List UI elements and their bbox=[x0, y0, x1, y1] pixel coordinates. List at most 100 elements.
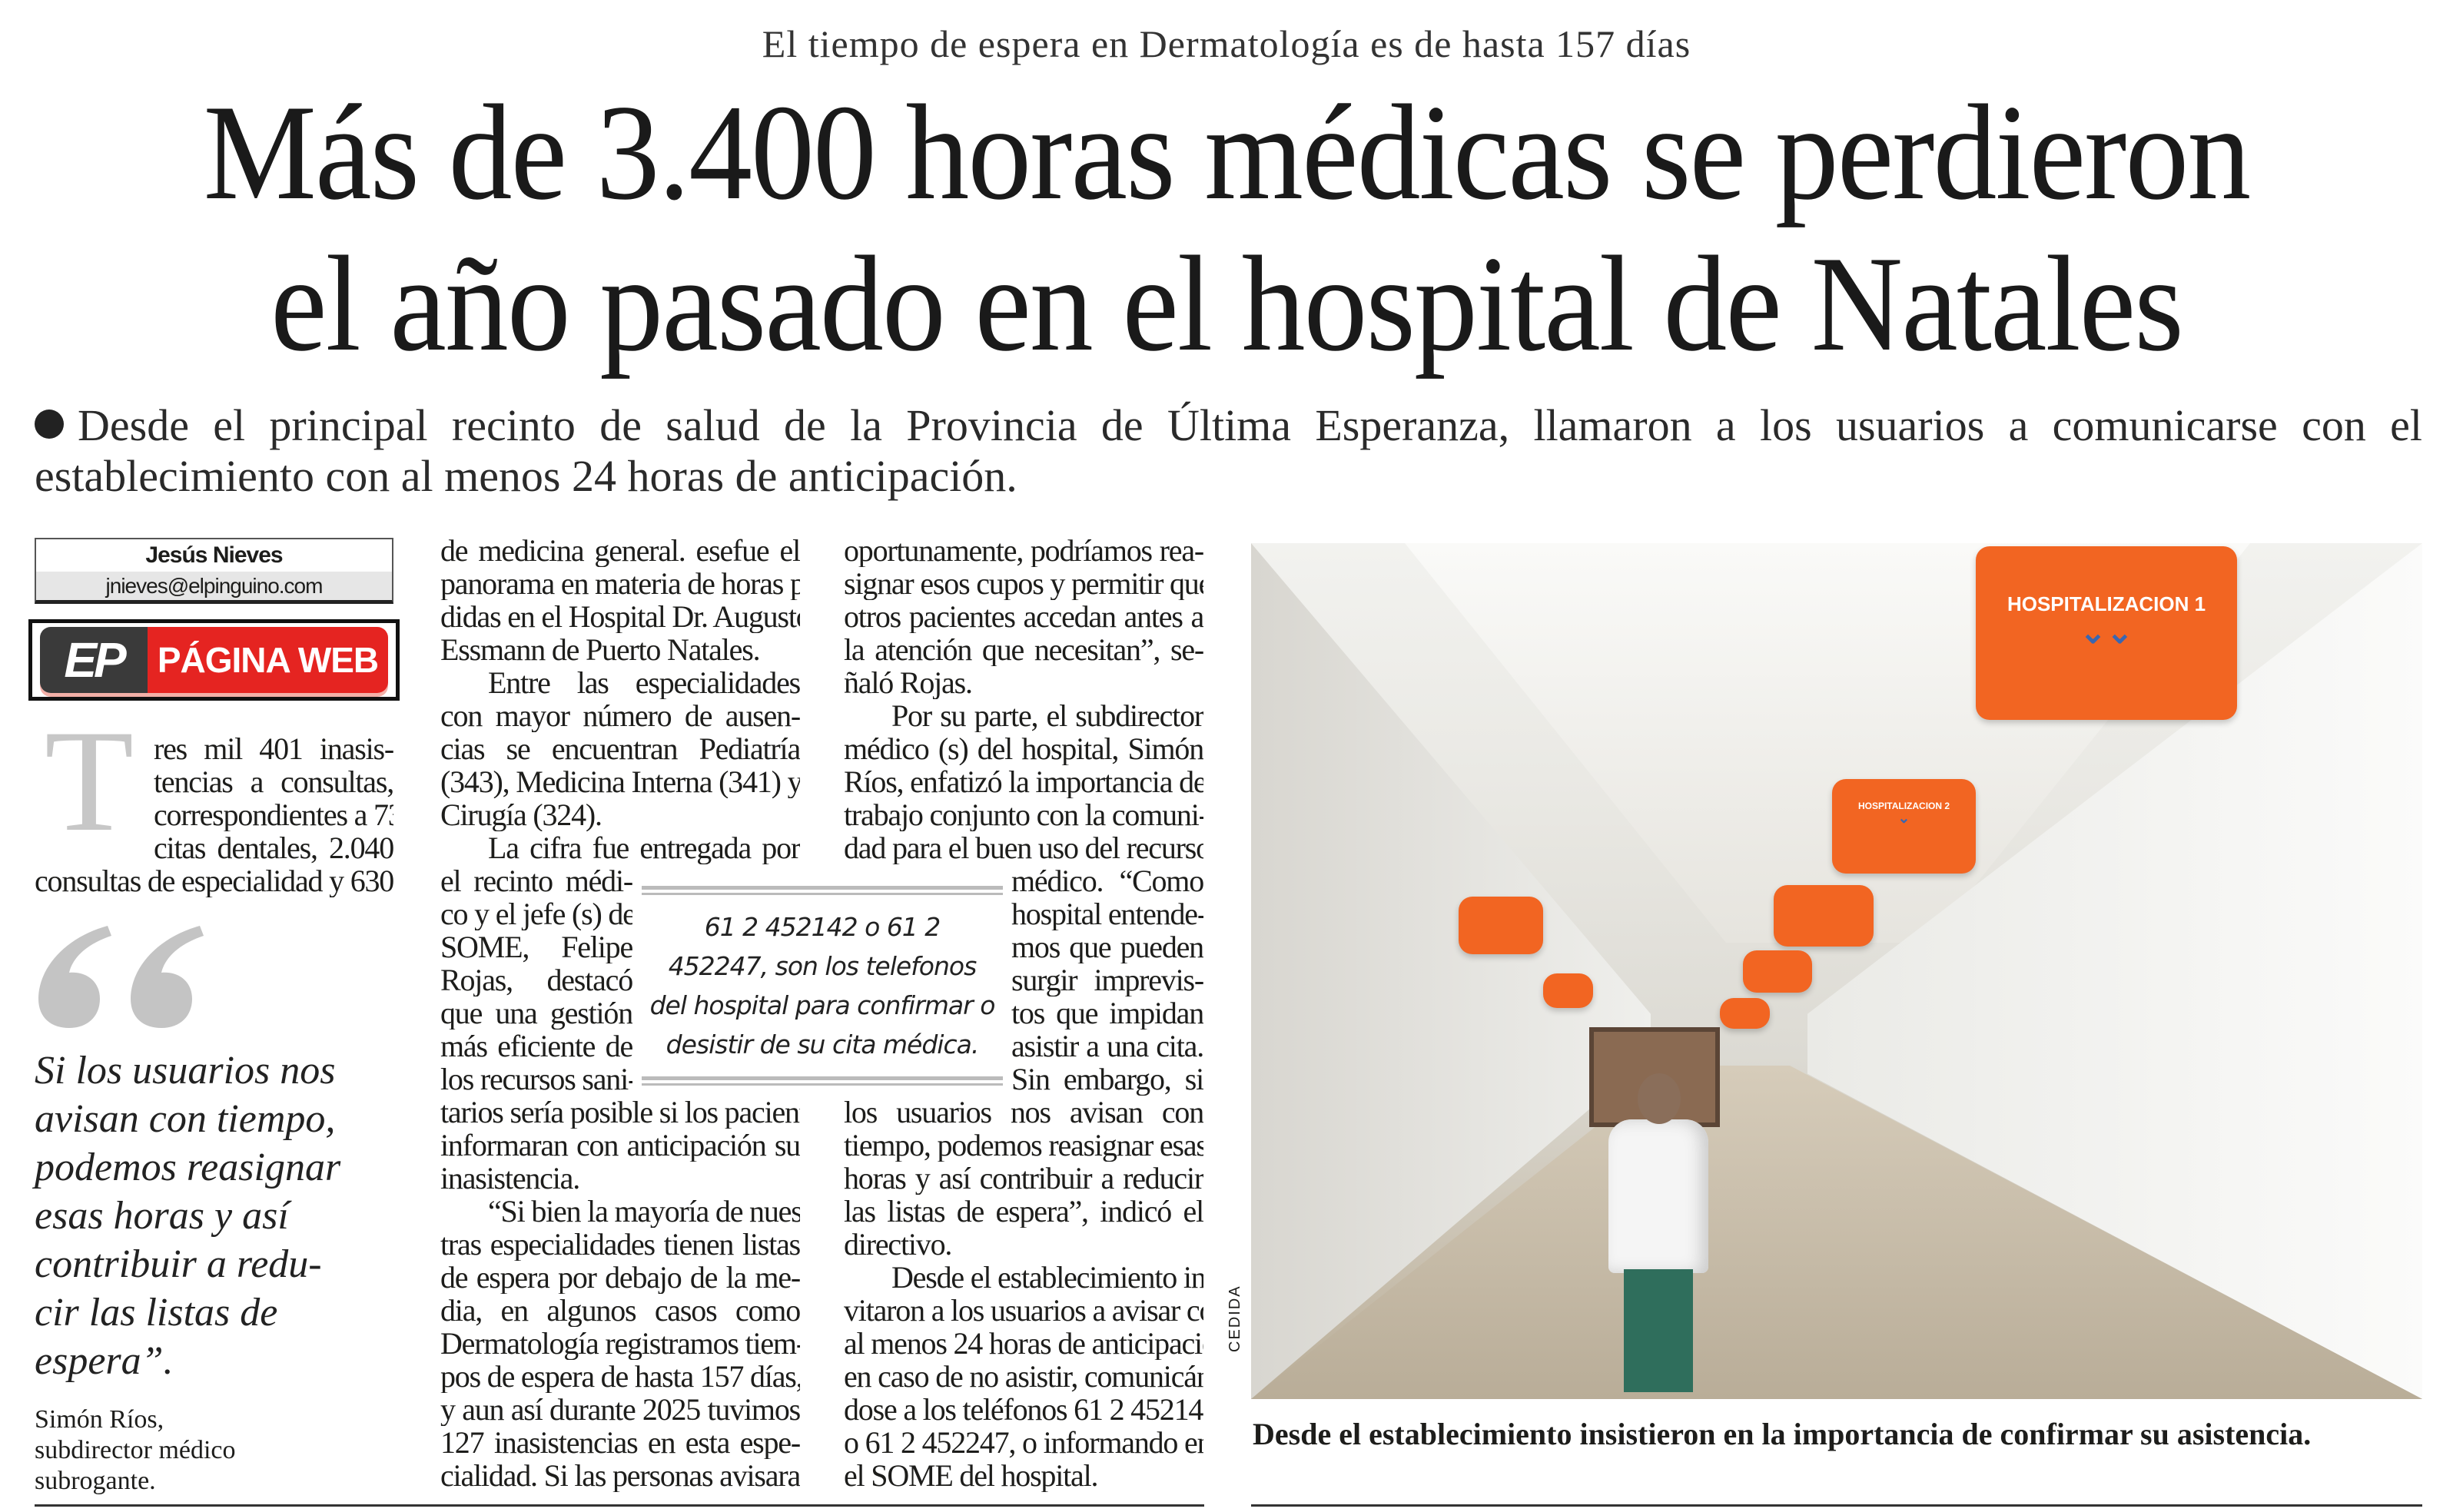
text-line: Entre las especialidades bbox=[488, 666, 800, 699]
badge-label: PÁGINA WEB bbox=[148, 627, 388, 693]
text-line: ñaló Rojas. bbox=[844, 666, 973, 699]
sign bbox=[1720, 998, 1770, 1029]
text-line: citas dentales, 2.040 bbox=[154, 831, 393, 864]
quote-mark-icon bbox=[38, 926, 204, 1028]
text-line: asistir a una cita. bbox=[1011, 1030, 1203, 1063]
byline-box: Jesús Nieves jnieves@elpinguino.com bbox=[35, 538, 393, 604]
text-line: cir las listas de bbox=[35, 1291, 278, 1335]
article-column-2: de medicina general. esefue el panorama e… bbox=[440, 534, 800, 1492]
sign-hospitalizacion-1: HOSPITALIZACION 1 ⌄⌄ bbox=[1976, 546, 2237, 720]
text-line: subdirector médico bbox=[35, 1436, 236, 1464]
drop-cap: T bbox=[45, 701, 134, 862]
text-line: cialidad. Si las personas avisaran bbox=[440, 1459, 800, 1492]
article-column-3: oportunamente, podríamos rea-signar esos… bbox=[844, 534, 1203, 1492]
quote-attribution: Simón Ríos, subdirector médico subrogante. bbox=[35, 1404, 393, 1497]
text-line: y aun así durante 2025 tuvimos bbox=[440, 1393, 800, 1426]
text-line: vitaron a los usuarios a avisar con bbox=[844, 1294, 1203, 1327]
text-line: surgir imprevis- bbox=[1011, 963, 1203, 996]
text-line: tarios sería posible si los pacientes bbox=[440, 1096, 800, 1129]
chevron-down-icon: ⌄ bbox=[1897, 811, 1910, 827]
text-line: tras especialidades tienen listas bbox=[440, 1228, 800, 1261]
text-line: mos que pueden bbox=[1011, 930, 1203, 963]
web-page-badge[interactable]: EP PÁGINA WEB bbox=[28, 619, 400, 701]
bullet-icon bbox=[35, 410, 64, 439]
sign bbox=[1743, 950, 1812, 993]
text-line: 127 inasistencias en esta espe- bbox=[440, 1426, 800, 1459]
text-line: del hospital para confirmar o bbox=[649, 990, 996, 1020]
text-line: avisan con tiempo, bbox=[35, 1097, 336, 1141]
text-line: La cifra fue entregada por bbox=[488, 831, 800, 864]
text-line: esas horas y así bbox=[35, 1194, 289, 1238]
sign-text: HOSPITALIZACION 2 bbox=[1857, 801, 1950, 811]
pull-quote: Si los usuarios nos avisan con tiempo, pod… bbox=[35, 1046, 393, 1385]
sign bbox=[1774, 885, 1874, 947]
sign bbox=[1543, 973, 1593, 1008]
text-line: los usuarios nos avisan con bbox=[844, 1096, 1203, 1129]
text-line: trabajo conjunto con la comuni- bbox=[844, 798, 1203, 831]
divider bbox=[35, 1504, 1204, 1507]
text-line: dose a los teléfonos 61 2 452142 bbox=[844, 1393, 1203, 1426]
text-line: Rojas, destacó bbox=[440, 963, 632, 996]
text-line: Dermatología registramos tiem- bbox=[440, 1327, 800, 1360]
text-line: con mayor número de ausen- bbox=[440, 699, 800, 732]
text-line: correspondientes a 731 bbox=[154, 798, 393, 831]
hospital-corridor-photo: HOSPITALIZACION 1 ⌄⌄ HOSPITALIZACION 2 ⌄ bbox=[1251, 543, 2422, 1399]
text-line: Si los usuarios nos bbox=[35, 1049, 336, 1093]
text-line: tencias a consultas, bbox=[154, 765, 393, 798]
author-email[interactable]: jnieves@elpinguino.com bbox=[36, 572, 392, 600]
text-line: Sin embargo, si bbox=[1011, 1063, 1203, 1096]
text-line: didas en el Hospital Dr. Augusto bbox=[440, 600, 800, 633]
text-line: “Si bien la mayoría de nues- bbox=[488, 1195, 800, 1228]
headline-line-2: el año pasado en el hospital de Natales bbox=[271, 227, 2184, 380]
text-line: 452247, son los telefonos bbox=[668, 951, 978, 981]
phone-highlight-box: 61 2 452142 o 61 2 452247, son los telefo… bbox=[642, 886, 1003, 1086]
text-line: inasistencia. bbox=[440, 1162, 580, 1195]
text-line: tos que impidan bbox=[1011, 996, 1203, 1030]
text-line: oportunamente, podríamos rea- bbox=[844, 534, 1203, 567]
text-line: 61 2 452142 o 61 2 bbox=[704, 912, 941, 942]
text-line: el SOME del hospital. bbox=[844, 1459, 1099, 1492]
text-line: de medicina general. esefue el bbox=[440, 534, 800, 567]
text-line: espera”. bbox=[35, 1339, 174, 1383]
text-line: más eficiente de bbox=[440, 1030, 632, 1063]
headline-line-1: Más de 3.400 horas médicas se perdieron bbox=[203, 76, 2252, 228]
subheadline-line-2: establecimiento con al menos 24 horas de… bbox=[35, 451, 1017, 501]
text-line: Essmann de Puerto Natales. bbox=[440, 633, 761, 666]
text-line: consultas de especialidad y 630 bbox=[35, 864, 393, 897]
phone-highlight-text: 61 2 452142 o 61 2 452247, son los telefo… bbox=[642, 895, 1003, 1076]
text-line: hospital entende- bbox=[1011, 897, 1203, 930]
text-line: signar esos cupos y permitir que bbox=[844, 567, 1203, 600]
text-line: Por su parte, el subdirector bbox=[891, 699, 1203, 732]
text-line: subrogante. bbox=[35, 1467, 156, 1495]
text-line: podemos reasignar bbox=[35, 1146, 341, 1189]
subheadline-text: Desde el principal recinto de salud de l… bbox=[78, 400, 2422, 450]
text-line: Ríos, enfatizó la importancia del bbox=[844, 765, 1203, 798]
text-line: horas y así contribuir a reducir bbox=[844, 1162, 1203, 1195]
text-line: pos de espera de hasta 157 días, bbox=[440, 1360, 800, 1393]
subheadline-line-1: Desde el principal recinto de salud de l… bbox=[35, 401, 2422, 450]
text-line: al menos 24 horas de anticipación bbox=[844, 1327, 1203, 1360]
sign-text: HOSPITALIZACION 1 bbox=[2007, 592, 2206, 615]
text-line: tiempo, podemos reasignar esas bbox=[844, 1129, 1203, 1162]
text-line: que una gestión bbox=[440, 996, 632, 1030]
doctor-figure bbox=[1593, 1073, 1724, 1396]
text-line: médico (s) del hospital, Simón bbox=[844, 732, 1203, 765]
author-name: Jesús Nieves bbox=[145, 542, 283, 568]
sign bbox=[1459, 897, 1543, 954]
text-line: directivo. bbox=[844, 1228, 952, 1261]
kicker: El tiempo de espera en Dermatología es d… bbox=[762, 22, 1691, 65]
text-line: en caso de no asistir, comunicán- bbox=[844, 1360, 1203, 1393]
ep-logo: EP bbox=[40, 627, 148, 693]
photo-caption: Desde el establecimiento insistieron en … bbox=[1253, 1417, 2312, 1451]
lead-paragraph: res mil 401 inasis-tencias a consultas, c… bbox=[35, 732, 393, 897]
text-line: dia, en algunos casos como bbox=[440, 1294, 800, 1327]
text-line: Simón Ríos, bbox=[35, 1405, 164, 1434]
text-line: res mil 401 inasis- bbox=[154, 732, 393, 765]
text-line: (343), Medicina Interna (341) y bbox=[440, 765, 800, 798]
text-line: informaran con anticipación su bbox=[440, 1129, 800, 1162]
divider bbox=[642, 886, 1003, 895]
text-line: Cirugía (324). bbox=[440, 798, 602, 831]
text-line: las listas de espera”, indicó el bbox=[844, 1195, 1203, 1228]
text-line: desistir de su cita médica. bbox=[666, 1030, 980, 1059]
text-line: o 61 2 452247, o informando en bbox=[844, 1426, 1203, 1459]
